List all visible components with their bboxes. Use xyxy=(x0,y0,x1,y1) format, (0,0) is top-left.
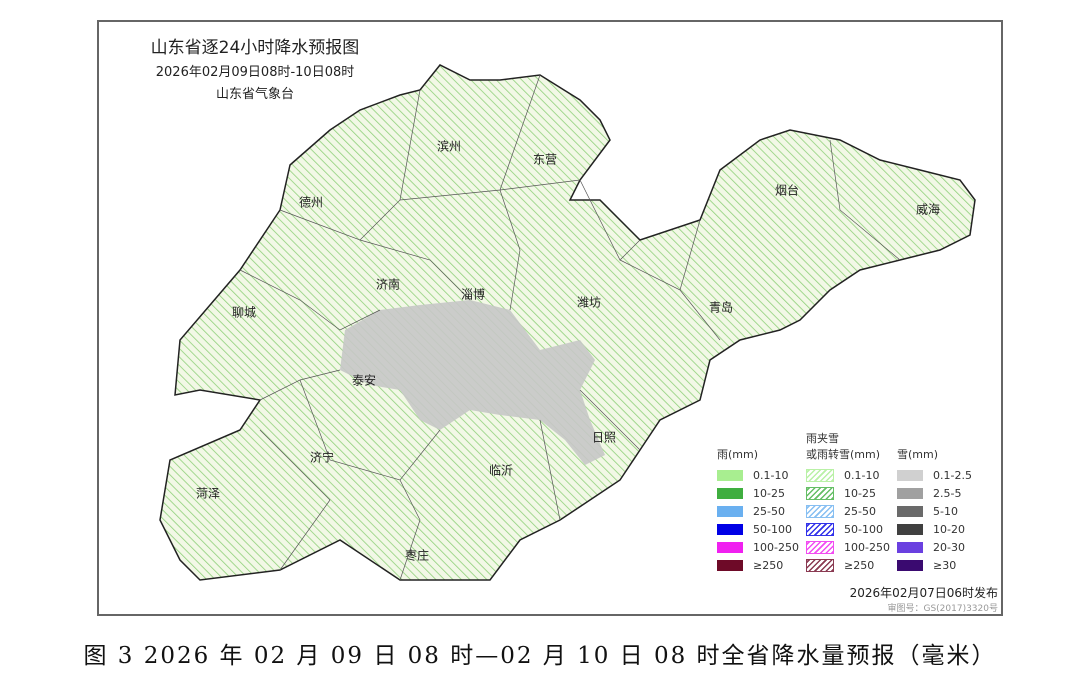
legend-label: 50-100 xyxy=(753,522,792,536)
figure-caption: 图 3 2026 年 02 月 09 日 08 时—02 月 10 日 08 时… xyxy=(83,643,997,669)
legend-swatch xyxy=(717,523,743,535)
legend-swatch xyxy=(717,559,743,571)
legend-item: ≥250 xyxy=(806,556,890,574)
city-label: 烟台 xyxy=(774,183,800,198)
legend-mixed-subtitle: 或雨转雪(mm) xyxy=(806,448,881,461)
city-label: 枣庄 xyxy=(404,548,430,563)
legend-swatch xyxy=(897,487,923,499)
legend-label: 50-100 xyxy=(844,522,883,536)
city-label: 济南 xyxy=(375,277,401,292)
city-label: 德州 xyxy=(298,195,324,210)
published-time: 2026年02月07日06时发布 xyxy=(849,586,998,600)
city-label: 青岛 xyxy=(708,300,734,315)
legend-item: 100-250 xyxy=(717,538,799,556)
legend-item: 10-25 xyxy=(717,484,799,502)
legend-swatch xyxy=(897,505,923,517)
legend-label: 25-50 xyxy=(844,504,876,518)
legend-label: ≥30 xyxy=(933,558,957,572)
legend-label: 20-30 xyxy=(933,540,965,554)
legend-item: 0.1-10 xyxy=(806,466,890,484)
legend-item: 0.1-10 xyxy=(717,466,799,484)
shandong-province xyxy=(159,64,976,581)
legend-swatch xyxy=(717,469,743,481)
city-label: 泰安 xyxy=(351,373,377,388)
legend-item: 50-100 xyxy=(717,520,799,538)
city-label: 济宁 xyxy=(309,450,335,465)
legend-label: 10-25 xyxy=(753,486,785,500)
city-label: 聊城 xyxy=(231,305,257,320)
legend-item: 50-100 xyxy=(806,520,890,538)
issuer: 山东省气象台 xyxy=(215,87,294,102)
legend-mixed-title: 雨夹雪 xyxy=(806,432,839,445)
legend-item: 5-10 xyxy=(897,502,972,520)
legend-label: ≥250 xyxy=(844,558,875,572)
approval-number: 审图号：GS(2017)3320号 xyxy=(887,604,998,614)
legend-swatch xyxy=(717,505,743,517)
legend-swatch xyxy=(897,469,923,481)
legend-item: 100-250 xyxy=(806,538,890,556)
legend-label: ≥250 xyxy=(753,558,784,572)
legend-snow: 雪(mm) 0.1-2.5 2.5-5 5-10 10-20 20-30 ≥30 xyxy=(897,446,972,574)
legend-label: 5-10 xyxy=(933,504,958,518)
city-label: 潍坊 xyxy=(576,295,602,310)
legend-rain-title: 雨(mm) xyxy=(717,448,759,461)
legend-item: 10-20 xyxy=(897,520,972,538)
legend-swatch xyxy=(806,486,834,500)
city-label: 日照 xyxy=(591,430,617,445)
legend-item: 20-30 xyxy=(897,538,972,556)
city-label: 滨州 xyxy=(436,139,462,154)
legend-swatch xyxy=(897,523,923,535)
map-frame xyxy=(97,20,1003,616)
legend-item: 2.5-5 xyxy=(897,484,972,502)
legend-snow-title: 雪(mm) xyxy=(897,448,939,461)
legend-swatch xyxy=(806,522,834,536)
legend-item: 0.1-2.5 xyxy=(897,466,972,484)
city-label: 威海 xyxy=(915,202,941,217)
legend-label: 2.5-5 xyxy=(933,486,962,500)
legend-item: 10-25 xyxy=(806,484,890,502)
legend-swatch xyxy=(806,540,834,554)
legend-swatch xyxy=(897,559,923,571)
legend-label: 0.1-2.5 xyxy=(933,468,972,482)
city-label: 东营 xyxy=(532,152,558,167)
legend-label: 100-250 xyxy=(753,540,799,554)
legend-swatch xyxy=(806,504,834,518)
forecast-period: 2026年02月09日08时-10日08时 xyxy=(155,65,355,80)
legend-rain: 雨(mm) 0.1-10 10-25 25-50 50-100 100-250 ≥250 xyxy=(717,446,799,574)
legend-label: 0.1-10 xyxy=(844,468,880,482)
legend-item: ≥30 xyxy=(897,556,972,574)
legend-mixed: 雨夹雪 或雨转雪(mm) 0.1-10 10-25 25-50 50-100 100-2… xyxy=(806,430,890,574)
city-label: 临沂 xyxy=(488,463,514,478)
legend-item: ≥250 xyxy=(717,556,799,574)
snow-area xyxy=(340,300,605,465)
city-boundaries xyxy=(239,74,901,581)
legend-swatch xyxy=(717,487,743,499)
legend-item: 25-50 xyxy=(717,502,799,520)
legend-label: 10-20 xyxy=(933,522,965,536)
map-title: 山东省逐24小时降水预报图 xyxy=(150,38,360,58)
legend-swatch xyxy=(806,558,834,572)
legend-label: 25-50 xyxy=(753,504,785,518)
city-label: 菏泽 xyxy=(195,486,221,501)
legend-label: 10-25 xyxy=(844,486,876,500)
legend-item: 25-50 xyxy=(806,502,890,520)
legend-label: 100-250 xyxy=(844,540,890,554)
legend-swatch xyxy=(717,541,743,553)
legend-swatch xyxy=(897,541,923,553)
legend-swatch xyxy=(806,468,834,482)
legend-label: 0.1-10 xyxy=(753,468,789,482)
city-label: 淄博 xyxy=(460,287,486,302)
